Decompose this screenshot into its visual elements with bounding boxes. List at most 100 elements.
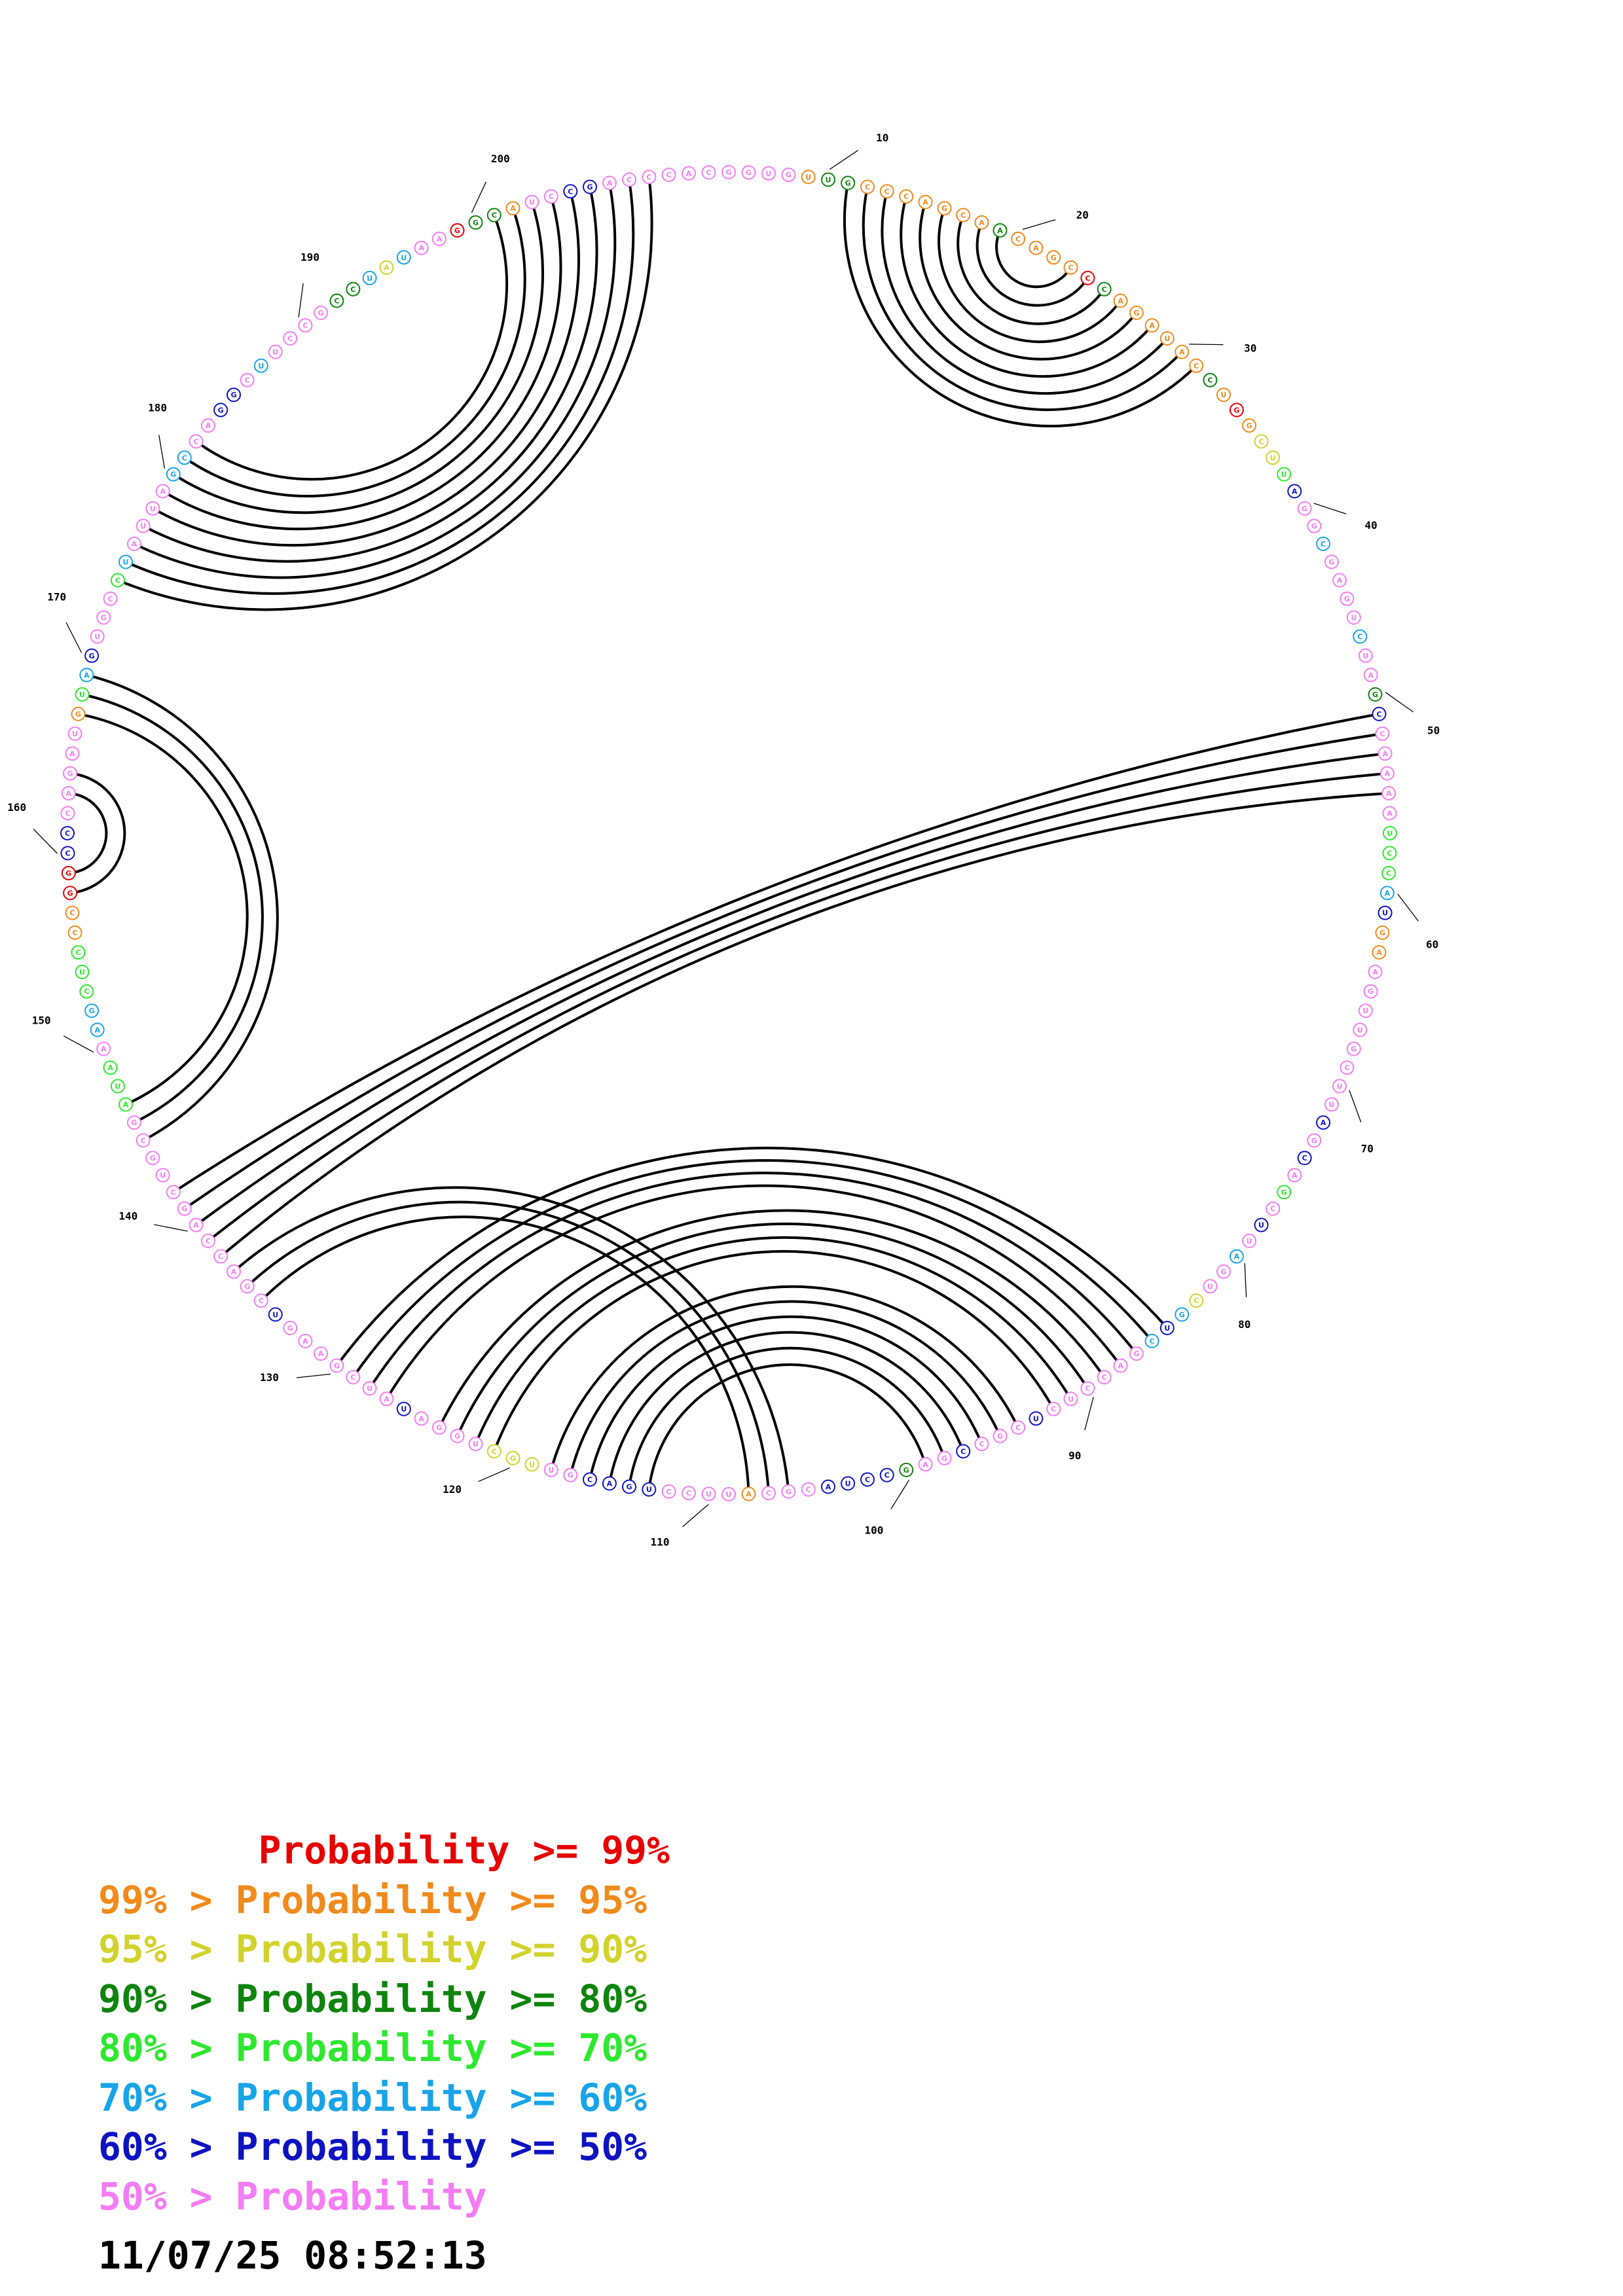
nucleotide-circle	[956, 1444, 971, 1459]
nucleotide-circle	[145, 1151, 160, 1166]
nucleotide-letter: C	[884, 187, 890, 196]
nucleotide-letter: A	[206, 422, 211, 430]
nucleotide-circle	[1297, 1151, 1312, 1166]
nucleotide-circle	[240, 372, 255, 387]
tick-line-50	[1385, 692, 1414, 713]
nucleotide-161: C	[60, 826, 75, 840]
base-pair-arc-23	[549, 1285, 1019, 1471]
nucleotide-circle	[1216, 1264, 1231, 1279]
nucleotide-185: G	[227, 387, 241, 403]
nucleotide-143: U	[155, 1168, 170, 1183]
nucleotide-circle	[314, 1346, 329, 1361]
nucleotide-letter: C	[193, 437, 198, 446]
nucleotide-41: G	[1307, 518, 1322, 533]
nucleotide-letter: A	[1368, 671, 1374, 679]
nucleotide-letter: U	[726, 1490, 732, 1499]
nucleotide-circle	[75, 687, 90, 702]
nucleotide-letter: C	[1194, 362, 1199, 370]
nucleotide-circle	[918, 1457, 933, 1472]
tick-label-110: 110	[651, 1535, 670, 1548]
nucleotide-circle	[1254, 1217, 1269, 1232]
nucleotide-circle	[468, 1437, 483, 1452]
nucleotide-letter: G	[67, 889, 73, 897]
nucleotide-70: U	[1332, 1079, 1347, 1094]
nucleotide-letter: A	[101, 1045, 107, 1054]
nucleotide-circle	[63, 766, 78, 781]
nucleotide-191: G	[314, 305, 329, 320]
nucleotide-letter: C	[903, 192, 909, 201]
tick-line-20	[1022, 219, 1056, 230]
nucleotide-125: A	[414, 1411, 429, 1426]
nucleotide-circle	[1375, 925, 1390, 940]
nucleotide-letter: A	[922, 1460, 928, 1469]
nucleotide-177: U	[136, 518, 151, 533]
tick-label-30: 30	[1244, 342, 1256, 355]
nucleotide-circle	[1113, 1358, 1128, 1373]
nucleotide-letter: C	[108, 595, 113, 603]
nucleotide-circle	[189, 1217, 204, 1232]
legend-range	[98, 1828, 258, 1873]
nucleotide-letter: U	[258, 362, 264, 370]
legend-range: 99% >	[98, 1877, 236, 1922]
nucleotide-letter: U	[529, 198, 535, 207]
nucleotide-circle	[524, 194, 539, 209]
nucleotide-54: A	[1379, 766, 1395, 781]
nucleotide-207: A	[602, 175, 617, 190]
nucleotide-115: A	[602, 1476, 617, 1491]
nucleotide-circle	[79, 984, 94, 999]
nucleotide-10: U	[821, 172, 835, 187]
nucleotide-circle	[268, 1307, 283, 1322]
tick-label-180: 180	[148, 401, 167, 414]
base-pair-arc-39	[134, 183, 617, 579]
nucleotide-circle	[431, 1420, 447, 1435]
nucleotide-56: A	[1382, 806, 1397, 821]
nucleotide-20: C	[1011, 231, 1026, 246]
nucleotide-98: G	[937, 1450, 952, 1465]
nucleotide-letter: A	[922, 198, 928, 207]
nucleotide-203: U	[524, 194, 539, 209]
nucleotide-circle	[126, 1115, 141, 1130]
nucleotide-200: G	[468, 215, 483, 230]
nucleotide-206: G	[583, 179, 597, 194]
nucleotide-letter: C	[960, 211, 966, 220]
nucleotide-letter: C	[141, 1136, 146, 1145]
nucleotide-letter: G	[510, 1454, 516, 1463]
tick-line-10	[830, 150, 859, 170]
nucleotide-letter: U	[94, 633, 100, 641]
nucleotide-circle	[661, 168, 676, 183]
tick-label-50: 50	[1427, 724, 1440, 736]
nucleotide-letter: G	[75, 710, 81, 719]
nucleotide-letter: C	[206, 1237, 211, 1246]
nucleotide-circle	[379, 260, 394, 275]
nucleotide-letter: A	[1149, 321, 1155, 330]
nucleotide-192: C	[329, 293, 344, 308]
nucleotide-letter: G	[170, 471, 176, 479]
nucleotide-letter: C	[1302, 1154, 1307, 1162]
nucleotide-138: C	[213, 1249, 228, 1264]
base-pair-arc-18	[385, 1184, 1122, 1400]
nucleotide-circle	[899, 189, 914, 204]
nucleotide-circle	[1144, 1333, 1159, 1348]
nucleotide-circle	[801, 170, 816, 185]
nucleotide-circle	[622, 1479, 636, 1494]
nucleotide-circle	[937, 201, 952, 216]
nucleotide-76: G	[1277, 1185, 1292, 1200]
nucleotide-letter: G	[230, 391, 236, 399]
nucleotide-19: A	[993, 223, 1008, 238]
nucleotide-131: A	[314, 1346, 329, 1361]
base-pair-arc-4	[900, 196, 1154, 378]
nucleotide-letter: A	[607, 179, 613, 188]
base-pair-arc-38	[125, 179, 635, 595]
nucleotide-113: U	[642, 1482, 657, 1497]
nucleotide-circle	[622, 172, 636, 187]
nucleotide-circle	[1383, 826, 1397, 840]
nucleotide-75: A	[1287, 1168, 1302, 1183]
nucleotide-circle	[1375, 726, 1390, 741]
tick-label-190: 190	[301, 251, 319, 263]
nucleotide-133: G	[283, 1321, 298, 1335]
tick-line-30	[1189, 344, 1224, 346]
base-pair-arc-24	[569, 1300, 1002, 1476]
nucleotide-21: A	[1029, 240, 1044, 255]
nucleotide-circle	[701, 1486, 716, 1501]
nucleotide-circle	[1379, 766, 1395, 781]
